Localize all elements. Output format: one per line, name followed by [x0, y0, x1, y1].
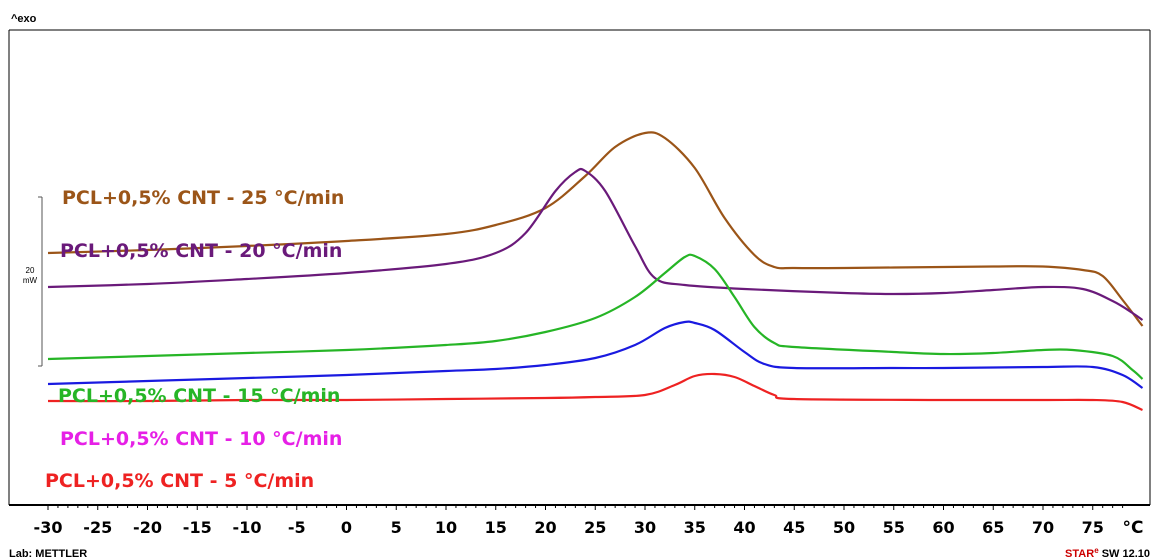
series-line-3: [47, 320, 1144, 389]
footer-lab-label: Lab: METTLER: [9, 548, 87, 560]
software-version: SW 12.10: [1099, 548, 1150, 560]
x-tick-label: -10: [233, 518, 262, 537]
x-tick-label: 30: [634, 518, 656, 537]
x-tick-label: 50: [833, 518, 855, 537]
x-tick-label: 25: [584, 518, 606, 537]
exo-direction-label: ^exo: [11, 13, 37, 25]
series-labels: PCL+0,5% CNT - 25 °C/min PCL+0,5% CNT - …: [45, 187, 344, 492]
x-tick-label: -20: [133, 518, 162, 537]
x-tick-label: 55: [883, 518, 905, 537]
x-tick-label: 60: [932, 518, 954, 537]
x-tick-label: 45: [783, 518, 805, 537]
software-sup: e: [1094, 546, 1099, 555]
x-tick-label: 40: [733, 518, 755, 537]
series-label-20: PCL+0,5% CNT - 20 °C/min: [60, 240, 342, 262]
x-axis-minor-ticks: [47, 505, 1124, 510]
x-tick-label: 35: [684, 518, 706, 537]
series-line-1: [47, 167, 1144, 321]
footer-software-label: STARe SW 12.10: [1065, 546, 1150, 560]
scale-bar-value: 20: [26, 266, 35, 275]
x-tick-label: -30: [34, 518, 63, 537]
series-line-4: [47, 372, 1143, 412]
x-tick-label: 20: [534, 518, 556, 537]
x-axis-unit-label: °C: [1123, 518, 1144, 538]
x-tick-label: -15: [183, 518, 212, 537]
x-axis-tick-labels: -30 -25 -20 -15 -10 -5 0 5 10 15 20 25 30 35 40 45 50 55 6…: [34, 518, 1104, 537]
series-line-0: [47, 131, 1144, 327]
series-line-2: [47, 253, 1144, 380]
software-brand: STAR: [1065, 548, 1094, 560]
series-label-25: PCL+0,5% CNT - 25 °C/min: [62, 187, 344, 209]
series-label-5: PCL+0,5% CNT - 5 °C/min: [45, 470, 314, 492]
x-tick-label: 15: [485, 518, 507, 537]
x-tick-label: 5: [391, 518, 402, 537]
scale-bar-unit: mW: [23, 276, 38, 285]
curves: [47, 131, 1144, 412]
x-tick-label: -5: [288, 518, 306, 537]
x-tick-label: 75: [1082, 518, 1104, 537]
x-axis: -30 -25 -20 -15 -10 -5 0 5 10 15 20 25 30 35 40 45 50 55 6…: [9, 504, 1150, 538]
x-tick-label: -25: [83, 518, 112, 537]
x-tick-label: 70: [1032, 518, 1054, 537]
series-label-15: PCL+0,5% CNT - 15 °C/min: [58, 385, 340, 407]
series-label-10: PCL+0,5% CNT - 10 °C/min: [60, 428, 342, 450]
x-tick-label: 65: [982, 518, 1004, 537]
x-tick-label: 10: [435, 518, 457, 537]
x-tick-label: 0: [341, 518, 352, 537]
scale-bar: 20 mW: [23, 196, 43, 367]
